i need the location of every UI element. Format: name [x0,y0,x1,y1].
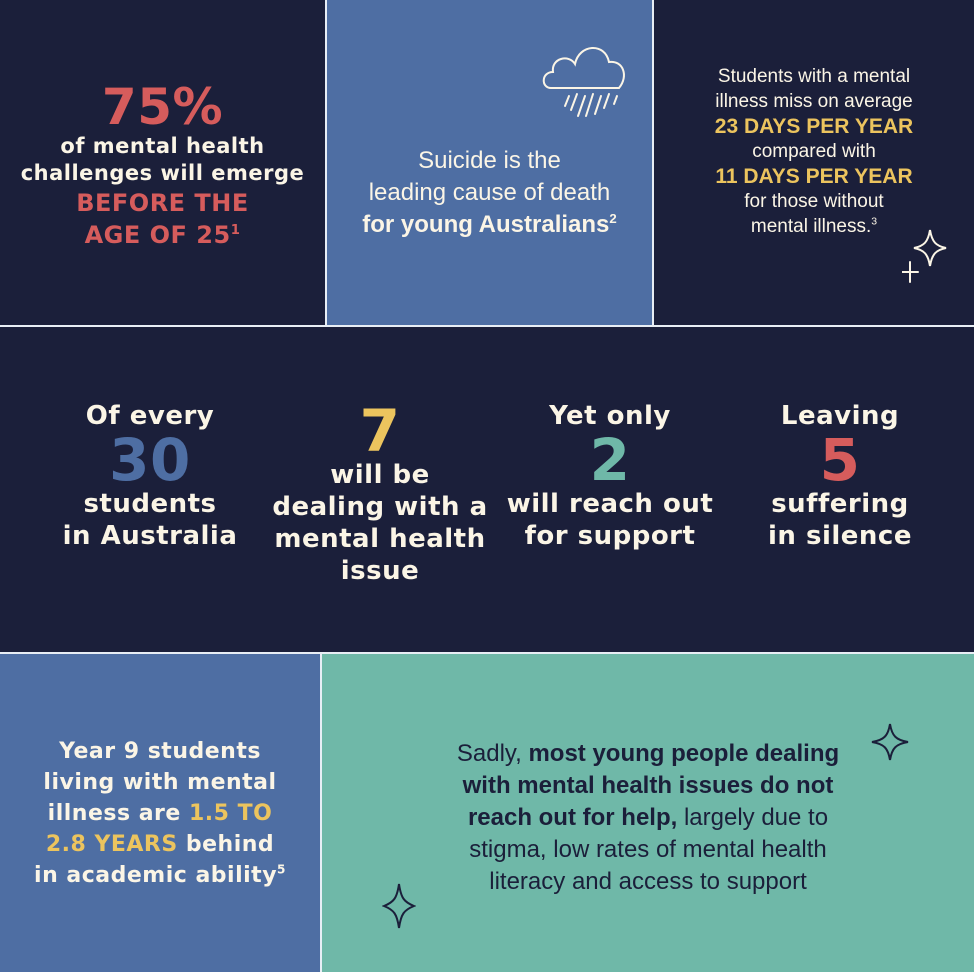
highlight-11-days: 11 DAYS PER YEAR [715,165,913,188]
stat-7: 7 will be dealing with a mental health i… [265,397,495,587]
text-line: largely due to [677,804,829,831]
text-line: of mental health [60,133,265,158]
stat-label: in silence [768,521,912,551]
panel-suicide: Suicide is the leading cause of death fo… [327,0,652,325]
text-line: with mental health issues do not [462,772,834,799]
stat-number: 5 [819,426,861,494]
panel-missed-days: Students with a mental illness miss on a… [654,0,974,325]
highlight-years: 1.5 TO [189,800,273,826]
text-line: Year 9 students [59,738,261,764]
stat-yet-only-2: Yet only 2 will reach out for support [495,400,725,552]
academic-text: Year 9 students living with mental illne… [34,736,286,891]
stat-label: will reach out [506,489,714,519]
stat-label: students [83,489,217,519]
text-line: stigma, low rates of mental health [469,836,827,863]
help-seeking-text: Sadly, most young people dealing with me… [457,738,839,898]
footnote: 2 [609,210,617,226]
footnote: 3 [871,216,878,228]
footnote: 5 [277,862,286,877]
stat-label: Of every [85,401,215,431]
panel-help-seeking: Sadly, most young people dealing with me… [322,654,974,972]
sparkle-icon [871,723,909,761]
text-line: leading cause of death [368,178,611,206]
text-line: challenges will emerge [20,160,305,185]
suicide-text: Suicide is the leading cause of death fo… [362,145,616,241]
text-line: living with mental [43,769,277,795]
text-line: mental illness. [750,216,872,237]
text-line: BEFORE THE [76,188,249,217]
footnote: 1 [230,222,241,238]
text-line: Sadly, [456,740,529,767]
age-highlight: BEFORE THE AGE OF 251 [76,187,249,251]
stat-label: will be [330,460,430,490]
stat-number: 7 [359,397,401,465]
rain-cloud-icon [542,47,625,117]
panel-age-stat: 75% of mental health challenges will eme… [0,0,325,325]
text-line: behind [177,831,275,857]
stat-label: issue [340,556,420,586]
text-line: literacy and access to support [489,868,807,895]
text-line: illness are [47,800,189,826]
text-line: Suicide is the [418,146,561,174]
stat-number: 2 [589,426,631,494]
highlight-years: 2.8 YEARS [45,831,178,857]
missed-days-text: Students with a mental illness miss on a… [715,64,913,239]
panel-academic: Year 9 students living with mental illne… [0,654,320,972]
highlight-23-days: 23 DAYS PER YEAR [714,115,914,138]
text-line: AGE OF 25 [84,220,231,249]
text-line: Students with a mental [717,66,911,87]
stat-of-every-30: Of every 30 students in Australia [35,400,265,552]
text-line: for young Australians [362,210,610,238]
stat-label: Yet only [549,401,671,431]
text-line: most young people dealing [528,740,840,767]
stat-label: mental health [274,524,486,554]
text-line: illness miss on average [715,91,913,112]
text-line: in academic ability [34,862,278,888]
stat-label: in Australia [62,521,238,551]
stat-leaving-5: Leaving 5 suffering in silence [725,400,955,552]
text-line: reach out for help, [467,804,678,831]
text-line: compared with [752,141,876,162]
stat-75-percent: 75% [101,77,224,136]
age-stat-text: of mental health challenges will emerge [21,133,305,187]
stat-label: for support [524,521,696,551]
panel-student-stats [0,327,974,652]
sparkle-icon [382,883,416,929]
stat-label: dealing with a [272,492,488,522]
stat-label: Leaving [780,401,900,431]
stat-number: 30 [109,426,191,494]
stat-label: suffering [771,489,909,519]
text-line: for those without [744,191,884,212]
sparkle-icon [902,229,947,283]
